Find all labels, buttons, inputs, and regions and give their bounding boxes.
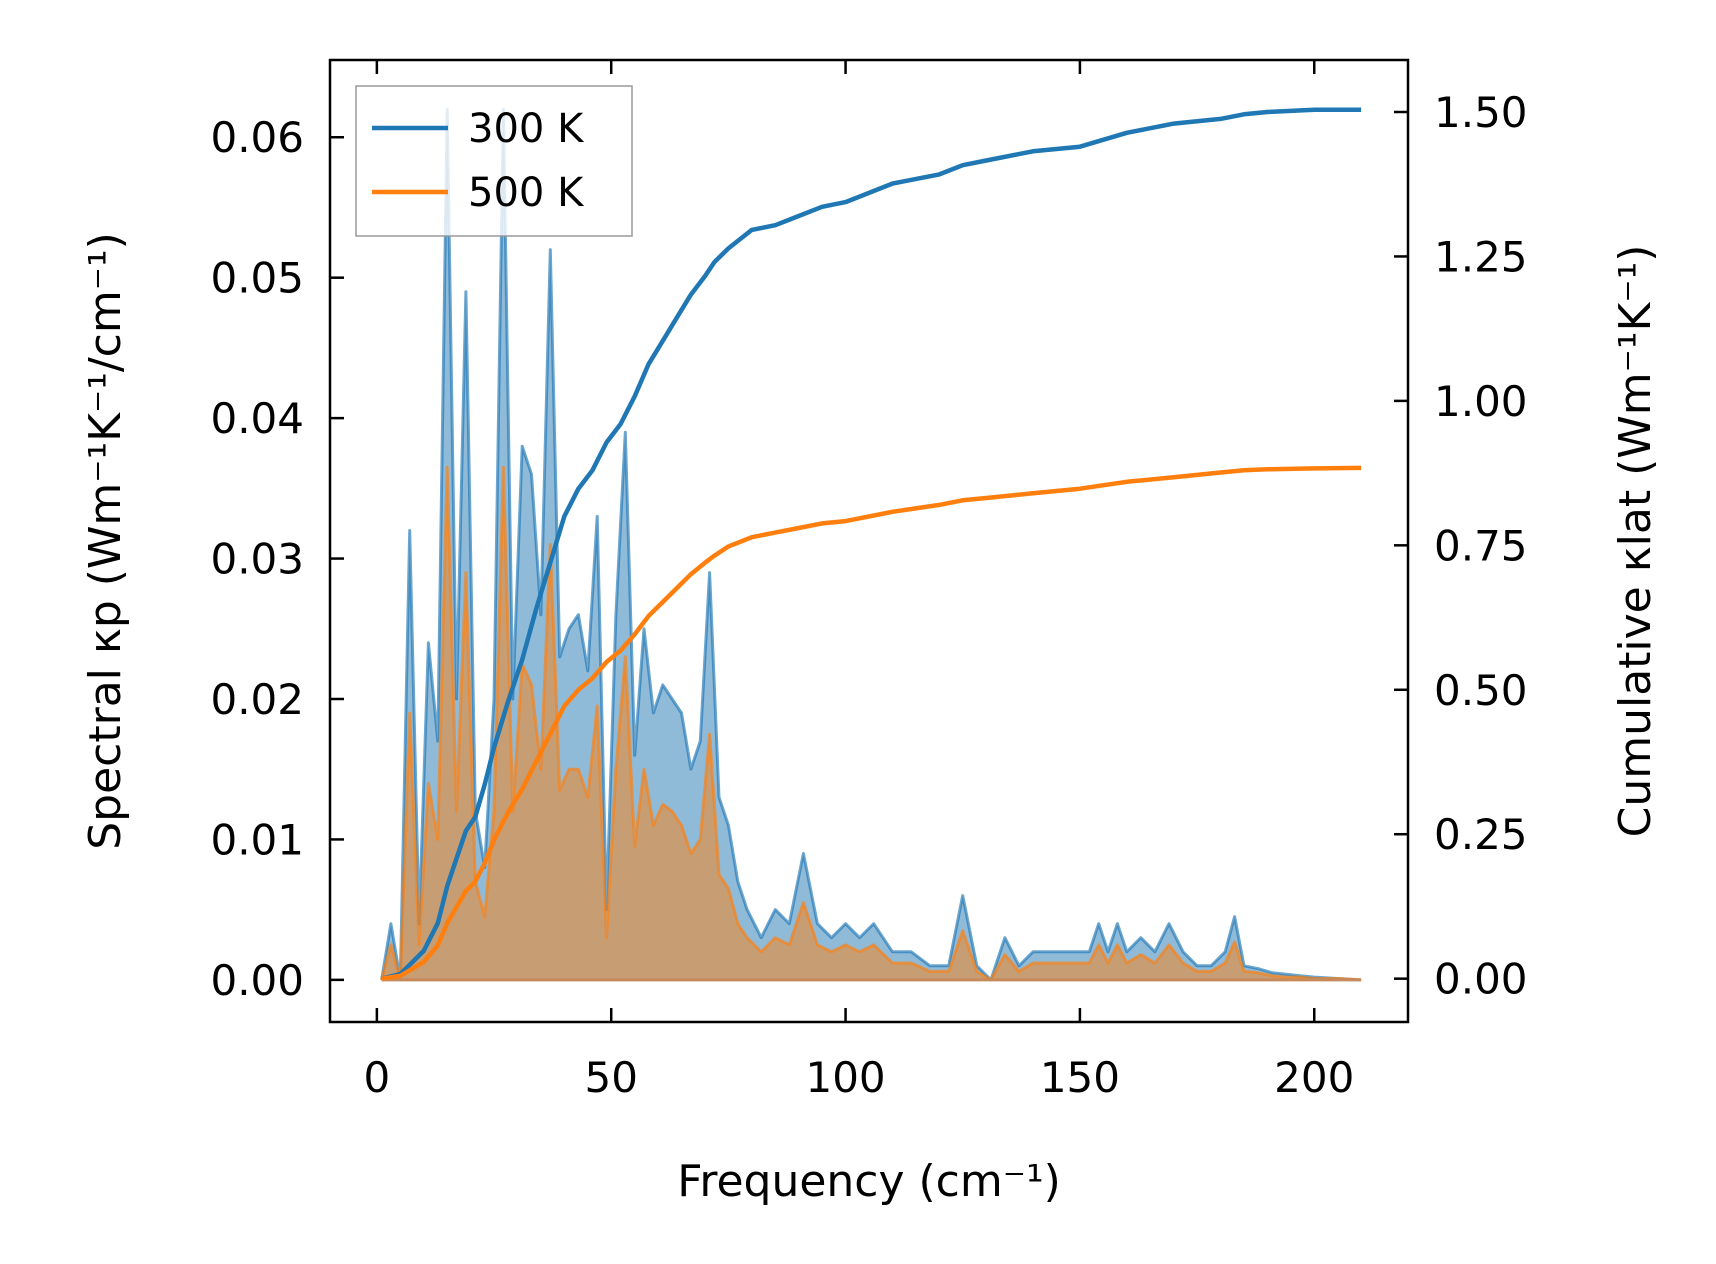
legend-label-300k: 300 K	[468, 106, 585, 152]
y-right-tick-label: 0.50	[1434, 666, 1528, 715]
y-right-axis-title-text: Cumulative κlat (Wm⁻¹K⁻¹)	[1610, 245, 1661, 838]
y-left-tick-label: 0.05	[210, 254, 304, 303]
legend-label-500k: 500 K	[468, 170, 585, 216]
x-tick-label: 200	[1274, 1053, 1354, 1102]
y-left-tick-label: 0.00	[210, 956, 304, 1005]
cumulative-line-300k	[381, 107, 1362, 981]
x-tick-label: 0	[364, 1053, 391, 1102]
x-tick-label: 100	[805, 1053, 885, 1102]
x-tick-label: 50	[584, 1053, 637, 1102]
y-left-axis-title-text: Spectral κp (Wm⁻¹K⁻¹/cm⁻¹)	[80, 232, 131, 850]
legend-box	[355, 85, 633, 237]
y-right-tick-label: 1.25	[1434, 232, 1528, 281]
tick-layer: 0 50 100 150 200 0.00 0.01 0.02 0.03 0.04 0.05 0.06…	[210, 60, 1528, 1102]
y-left-tick-label: 0.06	[210, 113, 304, 162]
legend: 300 K 500 K	[355, 85, 633, 237]
y-left-axis-title: Spectral κp (Wm⁻¹K⁻¹/cm⁻¹)	[80, 232, 131, 850]
y-right-tick-label: 1.00	[1434, 377, 1528, 426]
y-left-tick-label: 0.04	[210, 394, 304, 443]
y-right-axis-title: Cumulative κlat (Wm⁻¹K⁻¹)	[1610, 245, 1661, 838]
spectral-line-300k	[380, 107, 1362, 982]
y-right-tick-label: 0.75	[1434, 521, 1528, 570]
y-left-tick-label: 0.01	[210, 815, 304, 864]
x-axis-title: Frequency (cm⁻¹)	[677, 1156, 1061, 1207]
x-tick-label: 150	[1040, 1053, 1120, 1102]
y-left-tick-label: 0.03	[210, 535, 304, 584]
spectral-fill-layer	[380, 107, 1362, 982]
plot-frame	[328, 58, 1410, 1024]
cumulative-line-500k	[381, 465, 1362, 981]
y-right-tick-label: 1.50	[1434, 88, 1528, 137]
x-axis-title-text: Frequency (cm⁻¹)	[677, 1156, 1061, 1207]
spectral-area-500k	[381, 467, 1362, 980]
y-left-tick-label: 0.02	[210, 675, 304, 724]
series-line-layer	[381, 107, 1362, 981]
y-right-tick-label: 0.25	[1434, 810, 1528, 859]
y-right-tick-label: 0.00	[1434, 955, 1528, 1004]
